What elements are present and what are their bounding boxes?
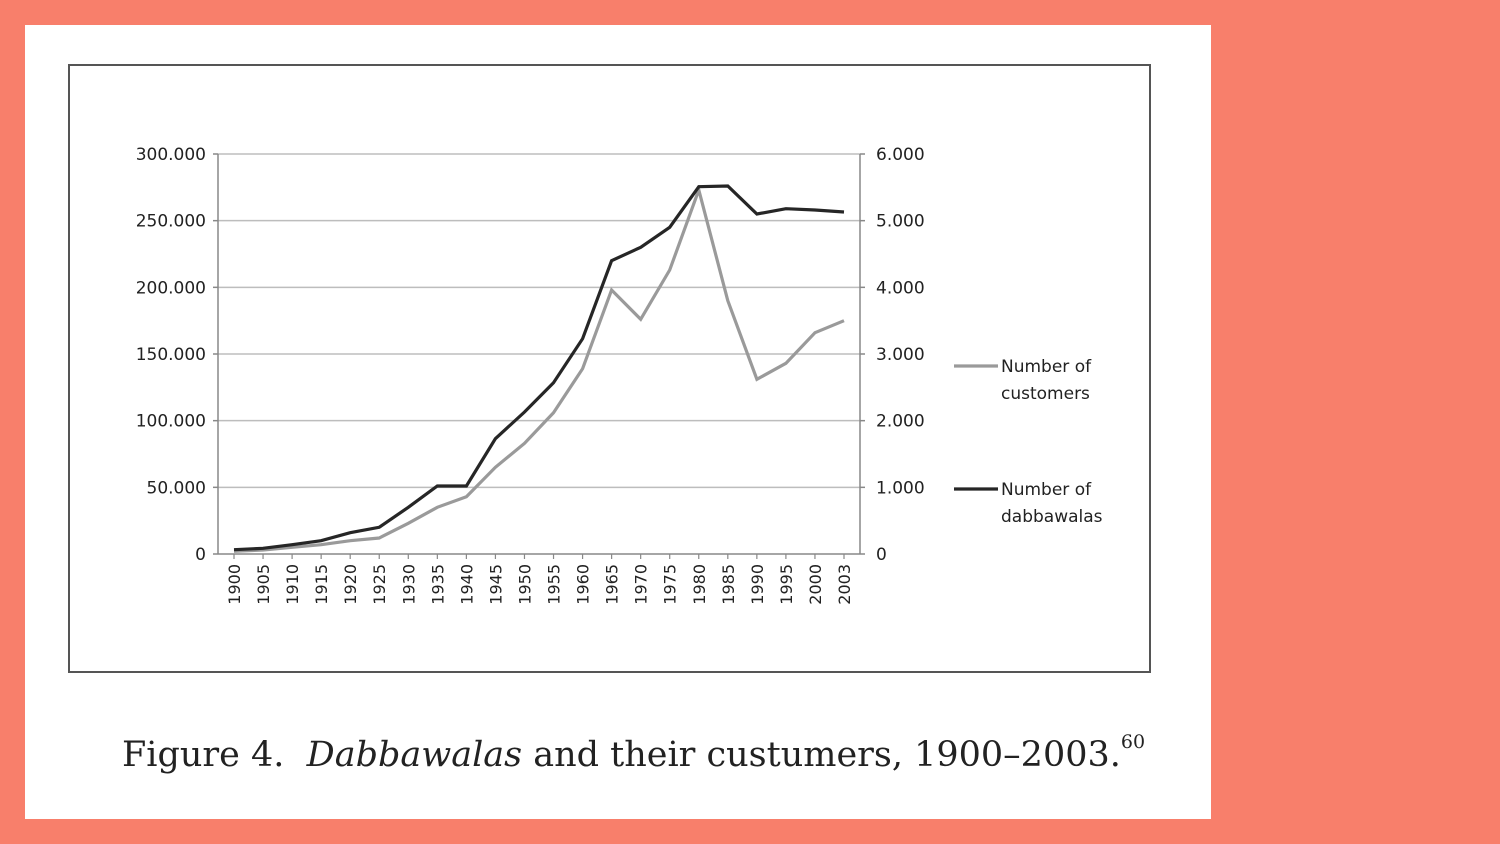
y-right-tick-label: 3.000 bbox=[876, 345, 925, 365]
y-right-tick-label: 0 bbox=[876, 545, 887, 565]
dual-axis-line-chart: 0 50.000 100.000 150.000 200.000 250.000 300.0… bbox=[136, 145, 1103, 605]
legend-label: customers bbox=[1001, 384, 1090, 404]
legend-label: Number of bbox=[1001, 357, 1092, 377]
x-tick-label: 1950 bbox=[515, 564, 534, 605]
axes: 0 50.000 100.000 150.000 200.000 250.000 300.0… bbox=[136, 145, 925, 605]
customers-series-line bbox=[233, 184, 845, 553]
gridlines bbox=[218, 153, 860, 555]
x-tick-label: 1900 bbox=[225, 564, 244, 605]
chart-frame: 0 50.000 100.000 150.000 200.000 250.000 300.0… bbox=[68, 64, 1151, 673]
x-tick-label: 1915 bbox=[312, 564, 331, 605]
y-left-tick-label: 150.000 bbox=[136, 345, 206, 365]
y-right-tick-label: 6.000 bbox=[876, 145, 925, 165]
x-tick-label: 1905 bbox=[254, 564, 273, 605]
x-tick-label: 1960 bbox=[574, 564, 593, 605]
figure-caption: Figure 4. Dabbawalas and their custumers… bbox=[122, 733, 1145, 776]
y-left-tick-label: 200.000 bbox=[136, 278, 206, 298]
caption-text: and their custumers, 1900–2003. bbox=[522, 735, 1121, 775]
x-tick-label: 1945 bbox=[486, 564, 505, 605]
legend: Number of customers Number of dabbawalas bbox=[954, 357, 1103, 527]
x-tick-label: 1990 bbox=[748, 564, 767, 605]
y-left-tick-label: 50.000 bbox=[147, 478, 206, 498]
caption-italic: Dabbawalas bbox=[306, 735, 523, 775]
x-tick-label: 1925 bbox=[370, 564, 389, 605]
y-left-tick-label: 0 bbox=[195, 545, 206, 565]
x-tick-label: 2000 bbox=[806, 564, 825, 605]
legend-label: Number of bbox=[1001, 480, 1092, 500]
dabbawalas-series-line bbox=[233, 184, 845, 552]
y-right-tick-label: 5.000 bbox=[876, 212, 925, 232]
x-tick-label: 1965 bbox=[603, 564, 622, 605]
x-tick-label: 1930 bbox=[399, 564, 418, 605]
y-right-tick-label: 1.000 bbox=[876, 478, 925, 498]
x-tick-label: 1955 bbox=[545, 564, 564, 605]
y-left-tick-label: 300.000 bbox=[136, 145, 206, 165]
x-tick-label: 2003 bbox=[835, 564, 854, 605]
x-tick-label: 1970 bbox=[632, 564, 651, 605]
x-tick-label: 1935 bbox=[428, 564, 447, 605]
x-tick-label: 1985 bbox=[719, 564, 738, 605]
caption-footnote: 60 bbox=[1120, 731, 1146, 753]
series-lines bbox=[233, 184, 845, 553]
x-tick-label: 1940 bbox=[457, 564, 476, 605]
y-right-tick-label: 4.000 bbox=[876, 278, 925, 298]
x-tick-label: 1980 bbox=[690, 564, 709, 605]
legend-label: dabbawalas bbox=[1001, 507, 1103, 527]
caption-label: Figure 4. bbox=[122, 735, 285, 775]
x-tick-label: 1910 bbox=[283, 564, 302, 605]
y-left-tick-label: 100.000 bbox=[136, 412, 206, 432]
y-right-tick-label: 2.000 bbox=[876, 412, 925, 432]
x-tick-label: 1995 bbox=[777, 564, 796, 605]
y-left-tick-label: 250.000 bbox=[136, 212, 206, 232]
x-tick-label: 1975 bbox=[661, 564, 680, 605]
x-tick-label: 1920 bbox=[341, 564, 360, 605]
figure-page: 0 50.000 100.000 150.000 200.000 250.000 300.0… bbox=[25, 25, 1211, 819]
